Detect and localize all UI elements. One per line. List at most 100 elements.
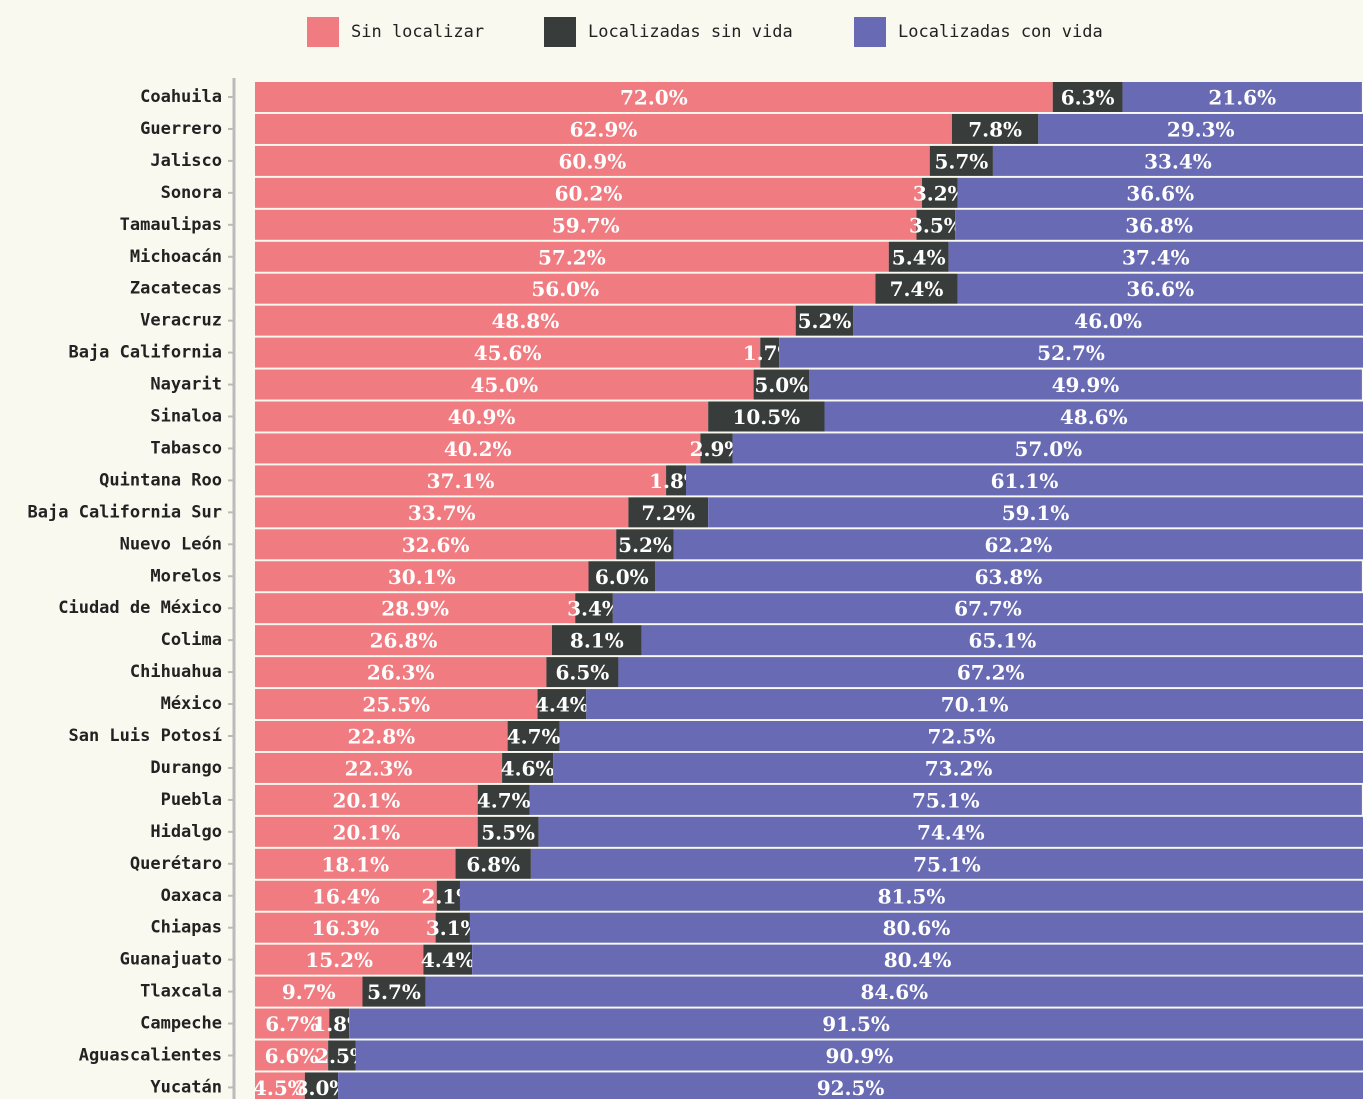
value-label: 45.0%: [470, 373, 538, 397]
bar-segment: [553, 752, 1363, 783]
bar-segment: [255, 337, 761, 368]
value-label: 16.4%: [312, 884, 380, 908]
value-label: 60.2%: [555, 181, 623, 205]
bar-segment: [255, 752, 503, 783]
bar-segment: [929, 145, 993, 176]
bar-segment: [795, 305, 854, 336]
bar-segment: [255, 976, 363, 1007]
bar-segment: [824, 401, 1363, 432]
value-label: 28.9%: [381, 597, 449, 621]
category-label: Yucatán: [150, 1077, 222, 1097]
legend-label: Localizadas sin vida: [588, 22, 793, 42]
bar-segment: [255, 944, 424, 975]
category-label: Ciudad de México: [58, 598, 222, 618]
value-label: 5.5%: [481, 820, 535, 844]
value-label: 62.2%: [985, 533, 1053, 557]
value-label: 92.5%: [817, 1076, 885, 1099]
bar-segment: [477, 784, 530, 815]
value-label: 74.4%: [917, 820, 985, 844]
bar-segment: [423, 944, 473, 975]
value-label: 67.2%: [957, 661, 1025, 685]
value-label: 29.3%: [1167, 117, 1235, 141]
bar-segment: [255, 848, 456, 879]
bar-segment: [760, 337, 780, 368]
value-label: 48.6%: [1060, 405, 1128, 429]
value-label: 5.7%: [934, 149, 988, 173]
bar-segment: [957, 177, 1363, 208]
value-label: 32.6%: [402, 533, 470, 557]
bar-segment: [255, 689, 538, 720]
value-label: 80.6%: [883, 916, 951, 940]
value-label: 62.9%: [570, 117, 638, 141]
value-label: 36.8%: [1125, 213, 1193, 237]
value-label: 3.4%: [567, 597, 621, 621]
value-label: 84.6%: [860, 980, 928, 1004]
bar-segment: [255, 241, 889, 272]
legend-swatch: [544, 17, 576, 47]
category-label: Colima: [161, 630, 222, 650]
value-label: 91.5%: [822, 1012, 890, 1036]
bar-segment: [732, 433, 1363, 464]
category-label: Hidalgo: [150, 822, 222, 842]
bar-segment: [255, 433, 701, 464]
value-label: 73.2%: [925, 756, 993, 780]
value-label: 5.2%: [798, 309, 852, 333]
category-label: Michoacán: [130, 247, 222, 267]
value-label: 63.8%: [975, 565, 1043, 589]
value-label: 15.2%: [305, 948, 373, 972]
bar-segment: [1052, 82, 1123, 112]
bar-segment: [255, 1072, 305, 1099]
bar-segment: [255, 401, 709, 432]
bar-segment: [588, 561, 655, 592]
bar-segment: [853, 305, 1363, 336]
value-label: 56.0%: [531, 277, 599, 301]
value-label: 75.1%: [912, 788, 980, 812]
value-label: 20.1%: [332, 788, 400, 812]
bar-segment: [559, 721, 1363, 751]
bar-segment: [992, 145, 1363, 176]
value-label: 4.6%: [501, 756, 555, 780]
legend-swatch: [307, 17, 339, 47]
bar-segment: [654, 561, 1362, 592]
bar-segment: [349, 1008, 1363, 1039]
value-label: 4.4%: [535, 693, 589, 717]
value-label: 37.4%: [1122, 245, 1190, 269]
value-label: 22.3%: [345, 756, 413, 780]
bar-segment: [1122, 82, 1362, 112]
value-label: 26.8%: [370, 629, 438, 653]
category-label: Sonora: [161, 183, 222, 203]
bar-segment: [469, 912, 1363, 943]
value-label: 57.0%: [1014, 437, 1082, 461]
bar-segment: [472, 944, 1363, 975]
value-label: 45.6%: [474, 341, 542, 365]
bar-segment: [255, 465, 667, 496]
category-label: Oaxaca: [161, 886, 222, 906]
bar-segment: [255, 1040, 329, 1071]
category-label: Tamaulipas: [120, 215, 222, 235]
bar-segment: [255, 784, 478, 815]
category-label: Morelos: [150, 566, 222, 586]
bar-segment: [255, 1008, 330, 1039]
bar-segment: [612, 593, 1363, 624]
value-label: 5.0%: [754, 373, 808, 397]
bar-segment: [459, 880, 1363, 911]
value-label: 26.3%: [367, 661, 435, 685]
value-label: 36.6%: [1126, 277, 1194, 301]
value-label: 7.4%: [890, 277, 944, 301]
category-label: Durango: [150, 758, 222, 778]
value-label: 5.2%: [618, 533, 672, 557]
value-label: 6.6%: [265, 1044, 319, 1068]
value-label: 4.5%: [253, 1076, 307, 1099]
bar-segment: [809, 369, 1362, 400]
bar-segment: [551, 625, 642, 656]
category-label: Nayarit: [150, 375, 222, 395]
value-label: 16.3%: [311, 916, 379, 940]
value-label: 18.1%: [321, 852, 389, 876]
bar-segment: [255, 497, 629, 528]
category-label: Tlaxcala: [140, 982, 222, 1002]
bar-segment: [255, 113, 952, 144]
bar-segment: [530, 848, 1363, 879]
category-label: Baja California Sur: [28, 502, 222, 522]
bar-segment: [255, 305, 796, 336]
value-label: 81.5%: [878, 884, 946, 908]
